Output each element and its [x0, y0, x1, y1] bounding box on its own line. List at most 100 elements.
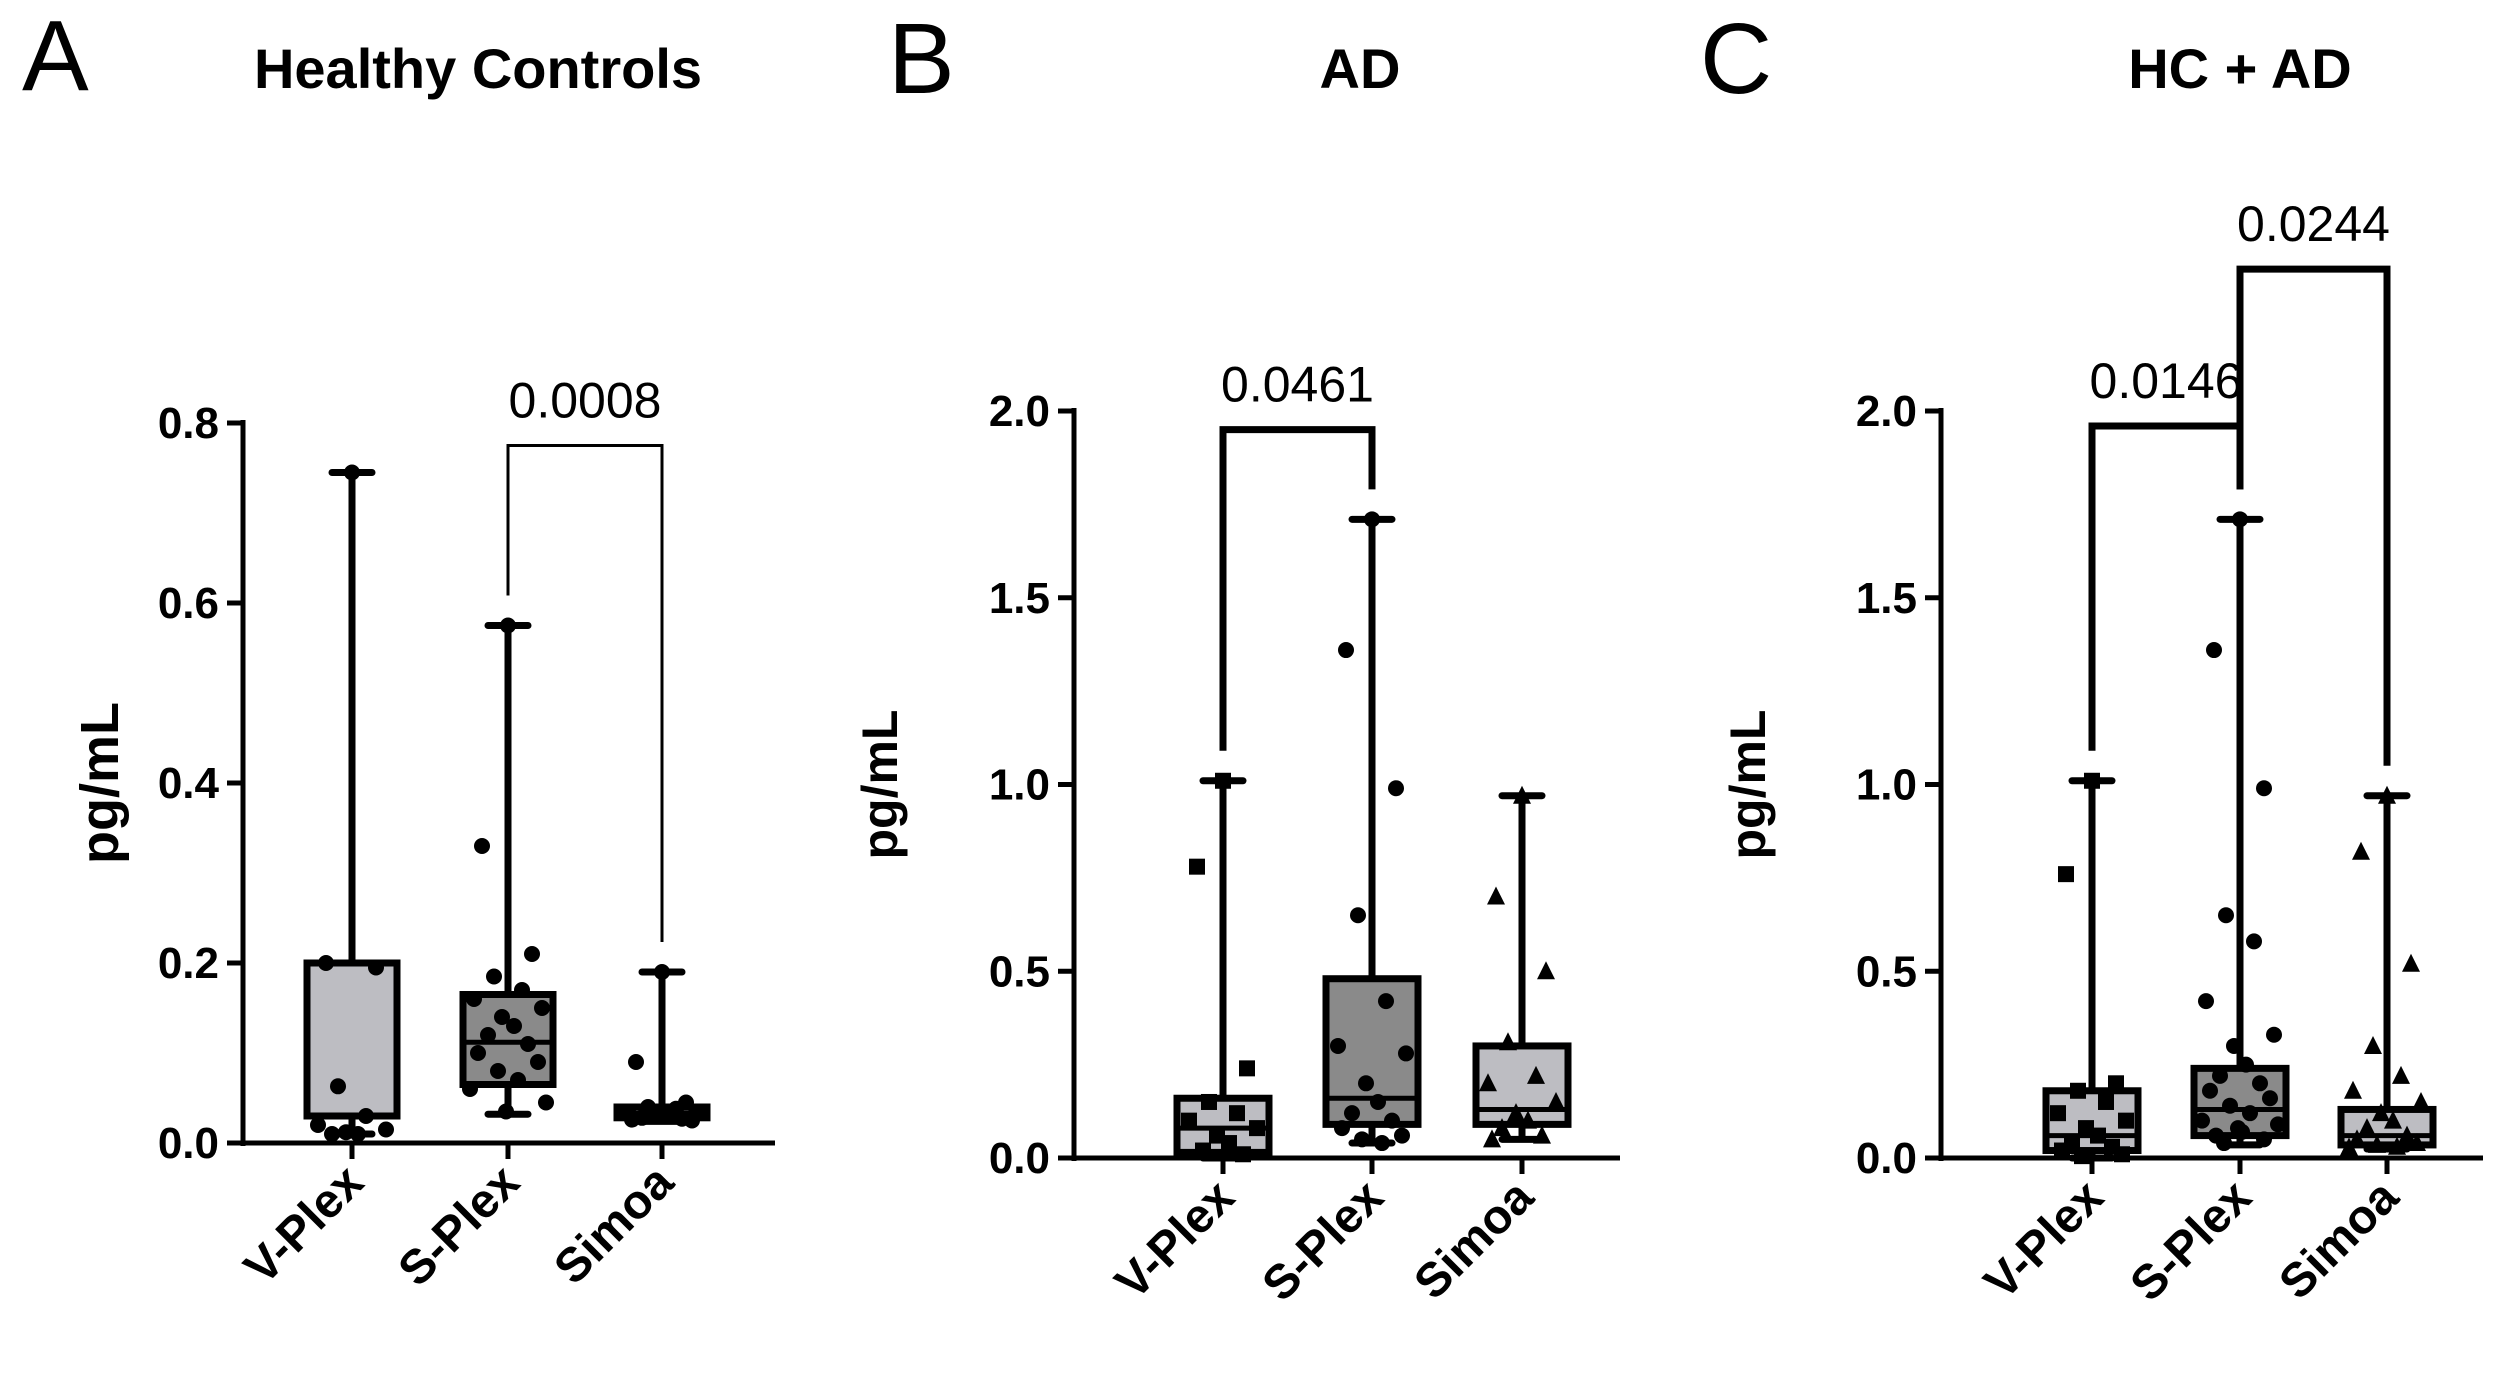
data-point — [486, 968, 502, 985]
data-point — [466, 991, 482, 1007]
box-v-plex — [1173, 772, 1273, 1163]
data-point-triangle — [1479, 1073, 1497, 1092]
data-point-triangle — [1537, 961, 1555, 980]
y-tick-label: 0.2 — [158, 939, 219, 988]
data-point-triangle — [2398, 1125, 2416, 1144]
data-point — [2256, 1131, 2272, 1148]
y-tick-label: 0.0 — [1856, 1134, 1917, 1183]
data-point-square — [2070, 1082, 2086, 1099]
data-point-triangle — [1513, 785, 1531, 804]
data-point-triangle — [1547, 1091, 1565, 1110]
data-point-square — [1195, 1142, 1211, 1159]
y-tick-label: 1.0 — [1856, 761, 1917, 810]
box-s-plex — [459, 617, 557, 1120]
panel-title: AD — [1320, 37, 1401, 100]
data-point-square — [1249, 1120, 1265, 1137]
data-point-triangle — [2364, 1035, 2382, 1054]
data-point-triangle — [1519, 1110, 1537, 1129]
data-point-square — [2054, 1142, 2070, 1159]
data-point-square — [1215, 772, 1231, 789]
data-point — [350, 1126, 366, 1142]
data-point — [1330, 1037, 1346, 1054]
data-point-triangle — [2392, 1065, 2410, 1084]
data-point — [1394, 1127, 1410, 1144]
data-point-square — [2050, 1105, 2066, 1122]
data-point-triangle — [2344, 1080, 2362, 1099]
data-point-square — [2098, 1093, 2114, 1110]
data-point-square — [1221, 1135, 1237, 1152]
data-point — [1378, 993, 1394, 1010]
data-point — [2246, 933, 2262, 950]
y-tick-label: 0.4 — [158, 759, 220, 808]
data-point-square — [2090, 1127, 2106, 1144]
data-point — [2206, 642, 2222, 659]
data-point-triangle — [2348, 1129, 2366, 1148]
data-point — [684, 1112, 700, 1129]
data-point — [2222, 1097, 2238, 1114]
data-point — [2238, 1056, 2254, 1073]
box-simoa — [2337, 785, 2437, 1156]
bracket-line — [1219, 426, 1376, 751]
data-point-triangle — [2340, 1137, 2358, 1156]
box-simoa — [1472, 785, 1572, 1148]
data-point-triangle — [2402, 953, 2420, 972]
p-value-label: 0.0008 — [509, 373, 662, 429]
data-point — [530, 1054, 546, 1070]
y-axis-title: pg/mL — [70, 702, 130, 864]
data-point — [498, 1103, 514, 1120]
data-point — [2198, 993, 2214, 1010]
data-point — [368, 959, 384, 976]
data-point — [2270, 1116, 2286, 1133]
data-point — [1350, 907, 1366, 924]
data-point — [1398, 1045, 1414, 1062]
data-point — [2232, 511, 2248, 528]
data-point-square — [1239, 1060, 1255, 1077]
box-s-plex — [1322, 511, 1422, 1152]
data-point — [480, 1027, 496, 1043]
data-point — [2234, 1123, 2250, 1140]
y-tick-label: 0.0 — [158, 1119, 219, 1168]
data-point — [1344, 1105, 1360, 1122]
data-point — [2266, 1026, 2282, 1043]
data-point — [2212, 1067, 2228, 1084]
data-point-triangle — [1483, 1129, 1501, 1148]
panel-title: HC + AD — [2128, 37, 2352, 100]
data-point — [1338, 642, 1354, 659]
data-point-square — [2114, 1146, 2130, 1163]
data-point — [474, 838, 490, 854]
data-point-triangle — [2378, 785, 2396, 804]
data-point — [470, 1045, 486, 1061]
data-point — [1334, 1120, 1350, 1137]
data-point — [660, 1108, 676, 1124]
y-tick-label: 0.5 — [989, 947, 1050, 996]
data-point — [2256, 780, 2272, 797]
panel-letter: C — [1700, 3, 1772, 115]
data-point — [338, 1124, 354, 1141]
data-point-square — [2108, 1075, 2124, 1092]
panel-title: Healthy Controls — [254, 37, 702, 100]
data-point — [648, 1107, 664, 1124]
data-point — [1374, 1135, 1390, 1152]
data-point-triangle — [2384, 1110, 2402, 1129]
data-point — [2252, 1075, 2268, 1092]
y-tick-label: 0.8 — [158, 399, 219, 448]
data-point — [524, 946, 540, 962]
data-point-square — [1201, 1093, 1217, 1110]
box-v-plex — [2042, 772, 2142, 1165]
data-point-square — [1235, 1146, 1251, 1163]
panel-letter: B — [888, 3, 955, 115]
comparison-bracket: 0.0008 — [506, 373, 664, 942]
data-point — [514, 982, 530, 998]
data-point — [1358, 1075, 1374, 1092]
comparison-bracket: 0.0244 — [2236, 196, 2391, 766]
data-point-square — [2058, 866, 2074, 883]
data-point — [2216, 1135, 2232, 1152]
p-value-label: 0.0146 — [2090, 353, 2243, 409]
data-point-triangle — [2388, 1136, 2406, 1155]
data-point — [2242, 1105, 2258, 1122]
data-point-triangle — [1507, 1103, 1525, 1122]
data-point-triangle — [2408, 1133, 2426, 1152]
data-point — [490, 1063, 506, 1079]
data-point — [506, 1018, 522, 1034]
